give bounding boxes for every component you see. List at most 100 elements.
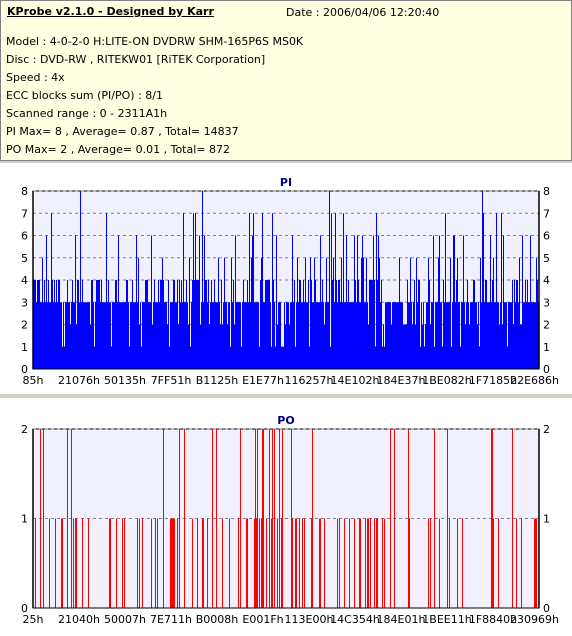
pi-bar [262,213,263,369]
pi-bar [324,324,325,369]
po-x-tick-label: 1F8840h [469,613,517,626]
po-bar [202,518,203,608]
pi-bar [484,302,485,369]
pi-bar [402,302,403,369]
pi-bar [201,302,202,369]
pi-bar [413,302,414,369]
pi-bar [376,213,377,369]
pi-bar [364,302,365,369]
pi-bar [290,302,291,369]
po-bar [447,429,448,608]
po-bar [163,429,164,608]
pi-bar [316,302,317,369]
po-bar [434,429,435,608]
pi-bar [127,280,128,369]
pi-bar [45,302,46,369]
pi-bar [52,280,53,369]
pi-bar [35,280,36,369]
pi-bar [355,280,356,369]
pi-bar [208,280,209,369]
pi-bar [210,302,211,369]
pi-bar [255,302,256,369]
pi-bar [406,324,407,369]
pi-bar [179,280,180,369]
pi-bar [88,302,89,369]
pi-bar [417,302,418,369]
pi-bar [436,302,437,369]
pi-bar [241,346,242,369]
pi-bar [520,324,521,369]
po-bar [172,518,173,608]
pi-bar [184,302,185,369]
pi-bar [463,235,464,369]
pi-bar [319,302,320,369]
pi-bar [190,346,191,369]
pi-bar [111,346,112,369]
pi-bar [467,280,468,369]
pi-x-tick-label: 7FF51h [151,374,192,387]
pi-bar [382,346,383,369]
pi-bar [104,302,105,369]
pi-bar [535,302,536,369]
po-bar [43,429,44,608]
pi-bar [122,302,123,369]
pi-y-tick-label-right: 2 [543,319,550,332]
pi-bar [470,302,471,369]
pi-bar [220,324,221,369]
pi-bar [411,302,412,369]
pi-bar [465,324,466,369]
pi-bar [524,302,525,369]
pi-bar [153,302,154,369]
pi-x-tick-label: B1125h [196,374,239,387]
pi-bar [400,302,401,369]
pi-bar [292,235,293,369]
pi-bar [174,280,175,369]
pi-bar [368,324,369,369]
pi-bar [74,302,75,369]
pi-bar [337,302,338,369]
pi-bar [141,346,142,369]
po-bar [337,518,338,608]
po-bar [367,518,368,608]
pi-y-tick-label: 8 [21,185,28,198]
pi-bar [388,302,389,369]
pi-bar [249,213,250,369]
pi-bar [389,302,390,369]
po-bar [174,518,175,608]
pi-bar [318,302,319,369]
pi-bar [392,302,393,369]
pi-bar [362,235,363,369]
pi-bar [119,302,120,369]
pi-bar [44,280,45,369]
pi-bar [274,302,275,369]
pi-bar [530,235,531,369]
pi-bar [224,257,225,369]
pi-bar [299,280,300,369]
pi-bar [239,302,240,369]
pi-bar [42,257,43,369]
pi-bar [285,324,286,369]
po-chart: PO 0 0 1 1 2 2 25h 21040h 50007h 7E711h B0008h E001F… [21,414,559,626]
po-bar [197,518,198,608]
po-bar [274,429,275,608]
po-bar [492,429,493,608]
pi-chart: PI 0 0 1 1 2 2 3 3 4 4 5 5 6 6 7 7 8 8 85h 21076h 50135h 7FF51… [21,176,559,387]
pi-bar [371,280,372,369]
pi-x-tick-label: 116257h [285,374,334,387]
pi-bar [451,346,452,369]
po-bar [439,518,440,608]
pi-bar [222,324,223,369]
pi-bar [58,280,59,369]
pi-bar [227,324,228,369]
pi-bar [469,324,470,369]
pi-bar [194,280,195,369]
pi-bar [197,280,198,369]
pi-bar [167,324,168,369]
pi-bar [215,302,216,369]
pi-bar [502,324,503,369]
po-bar [279,429,280,608]
pi-bar [113,302,114,369]
info-model: Model : 4-0-2-0 H:LITE-ON DVDRW SHM-165P… [6,35,304,48]
po-bar [384,518,385,608]
pi-bar [96,280,97,369]
